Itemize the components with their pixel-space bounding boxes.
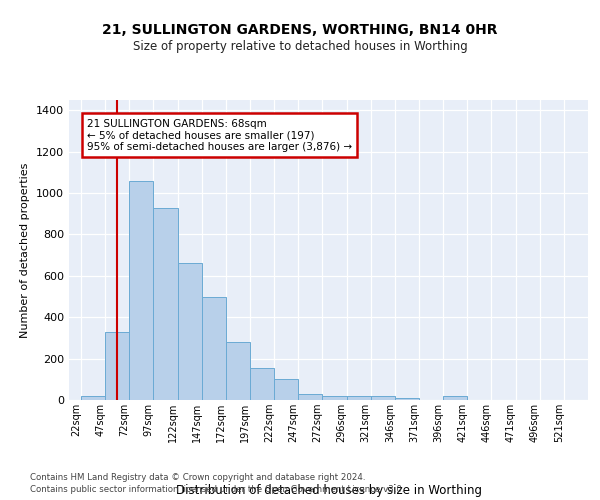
Bar — [443, 396, 467, 400]
Text: 21, SULLINGTON GARDENS, WORTHING, BN14 0HR: 21, SULLINGTON GARDENS, WORTHING, BN14 0… — [102, 22, 498, 36]
Bar — [250, 368, 274, 400]
Text: Contains HM Land Registry data © Crown copyright and database right 2024.: Contains HM Land Registry data © Crown c… — [30, 472, 365, 482]
Bar — [347, 396, 371, 400]
Bar — [154, 208, 178, 400]
Bar — [202, 296, 226, 400]
Bar — [298, 394, 322, 400]
Bar — [178, 264, 202, 400]
Text: Size of property relative to detached houses in Worthing: Size of property relative to detached ho… — [133, 40, 467, 53]
Y-axis label: Number of detached properties: Number of detached properties — [20, 162, 31, 338]
Bar — [105, 332, 130, 400]
Text: Contains public sector information licensed under the Open Government Licence v3: Contains public sector information licen… — [30, 485, 404, 494]
Bar — [322, 396, 347, 400]
Bar — [395, 398, 419, 400]
Bar — [274, 380, 298, 400]
Bar — [371, 396, 395, 400]
X-axis label: Distribution of detached houses by size in Worthing: Distribution of detached houses by size … — [176, 484, 482, 497]
Bar — [81, 396, 105, 400]
Text: 21 SULLINGTON GARDENS: 68sqm
← 5% of detached houses are smaller (197)
95% of se: 21 SULLINGTON GARDENS: 68sqm ← 5% of det… — [87, 118, 352, 152]
Bar — [226, 342, 250, 400]
Bar — [130, 180, 154, 400]
